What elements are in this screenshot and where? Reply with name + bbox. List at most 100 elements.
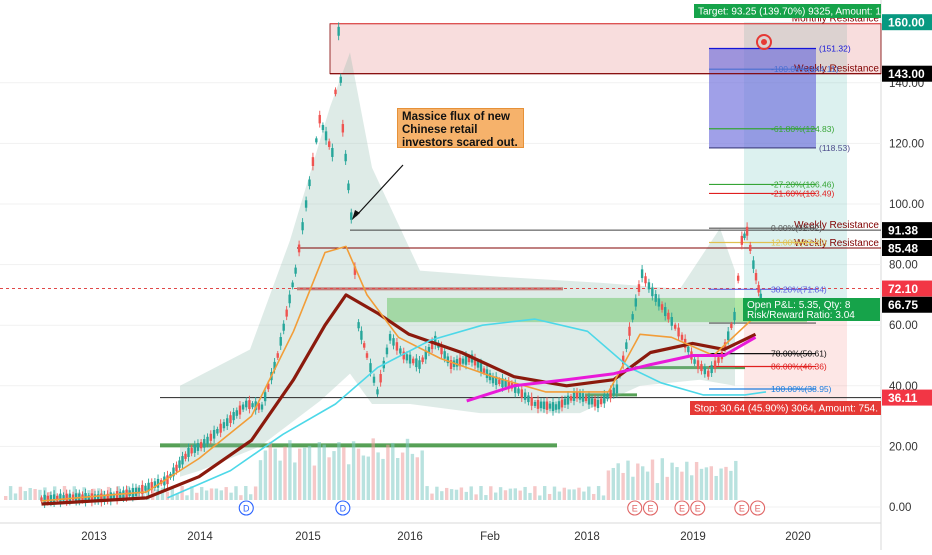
volume-bar [592, 493, 596, 500]
volume-bar [342, 447, 346, 500]
candle-body [677, 327, 680, 337]
candle-body [263, 392, 267, 402]
candle-body [178, 460, 181, 468]
volume-bar [577, 487, 581, 500]
candle-body [703, 367, 707, 375]
candle-body [172, 467, 175, 477]
candle-body [446, 356, 450, 364]
volume-bar [606, 470, 611, 500]
price-axis-area [881, 0, 932, 550]
candle-body [530, 396, 533, 406]
candle-body [372, 376, 376, 383]
candle-body [644, 276, 647, 284]
candle-body [187, 447, 190, 457]
fib-label: -100.00%(144.11) [771, 64, 839, 74]
x-tick-label: 2014 [187, 531, 213, 543]
volume-bar [53, 486, 57, 500]
volume-bar [366, 456, 370, 500]
volume-bar [650, 459, 655, 500]
candle-body [291, 282, 294, 288]
candle-body [609, 389, 612, 399]
volume-bar [200, 487, 204, 500]
resistance-band [297, 287, 563, 291]
candle-body [664, 307, 667, 317]
candle-body [461, 358, 465, 364]
candle-body [660, 304, 664, 310]
volume-bar [175, 494, 179, 500]
volume-bar [709, 466, 713, 500]
candle-body [693, 359, 696, 364]
volume-bar [322, 444, 326, 500]
candle-body [297, 244, 301, 253]
volume-bar [229, 492, 233, 500]
volume-bar [4, 496, 8, 500]
volume-bar [258, 460, 263, 500]
candle-body [156, 478, 160, 488]
volume-bar [209, 488, 214, 500]
volume-bar [337, 442, 341, 500]
volume-bar [685, 461, 689, 500]
candle-body [606, 393, 609, 399]
candle-body [717, 357, 720, 363]
candle-body [328, 141, 331, 147]
volume-bar [425, 486, 429, 500]
price-tag-bg [882, 239, 932, 256]
candle-body [710, 365, 713, 374]
candle-body [494, 376, 498, 386]
candle-body [673, 324, 677, 329]
volume-bar [489, 486, 493, 500]
price-tag: 36.11 [888, 391, 918, 405]
candle-body [557, 401, 561, 410]
annotation-note[interactable]: Massice flux of new Chinese retail inves… [397, 108, 524, 149]
y-tick-label: 60.00 [889, 320, 918, 332]
volume-bar [273, 448, 277, 500]
volume-bar [680, 471, 684, 500]
candle-body [304, 200, 308, 208]
candle-body [134, 487, 138, 496]
volume-bar [170, 486, 174, 500]
candle-body [651, 287, 654, 297]
volume-bar [298, 448, 302, 500]
volume-bar [356, 448, 361, 500]
volume-bar [582, 491, 586, 500]
candle-body [430, 341, 434, 350]
candle-body [517, 388, 520, 394]
candle-body [137, 487, 141, 494]
candle-body [631, 314, 634, 320]
candle-body [350, 212, 353, 220]
level-label: Weekly Resistance [794, 238, 879, 249]
candle-body [334, 89, 337, 95]
candle-body [667, 312, 670, 320]
candle-body [49, 495, 53, 503]
volume-bar [62, 486, 67, 500]
candle-body [229, 415, 232, 424]
candle-body [647, 282, 651, 290]
candle-body [344, 153, 347, 162]
volume-bar [347, 464, 351, 500]
volume-bar [503, 490, 508, 500]
candle-body [360, 330, 363, 340]
volume-bar [454, 489, 459, 500]
volume-bar [528, 492, 532, 500]
volume-bar [631, 476, 635, 500]
volume-bar [8, 486, 13, 500]
volume-bar [116, 486, 121, 500]
level-label: Monthly Resistance [792, 14, 880, 25]
x-tick-label: 2015 [295, 531, 321, 543]
volume-bar [699, 468, 704, 500]
event-marker [335, 500, 351, 516]
candle-body [103, 494, 106, 502]
volume-bar [655, 483, 660, 500]
candle-body [100, 493, 103, 503]
candle-body [267, 383, 270, 390]
candle-body [97, 494, 100, 502]
event-marker [674, 500, 690, 516]
candle-body [285, 309, 288, 317]
candle-body [337, 26, 340, 36]
volume-bar [508, 488, 513, 500]
candle-body [596, 399, 600, 409]
volume-bar [445, 487, 449, 500]
candle-body [700, 364, 703, 372]
candle-body [282, 323, 285, 331]
